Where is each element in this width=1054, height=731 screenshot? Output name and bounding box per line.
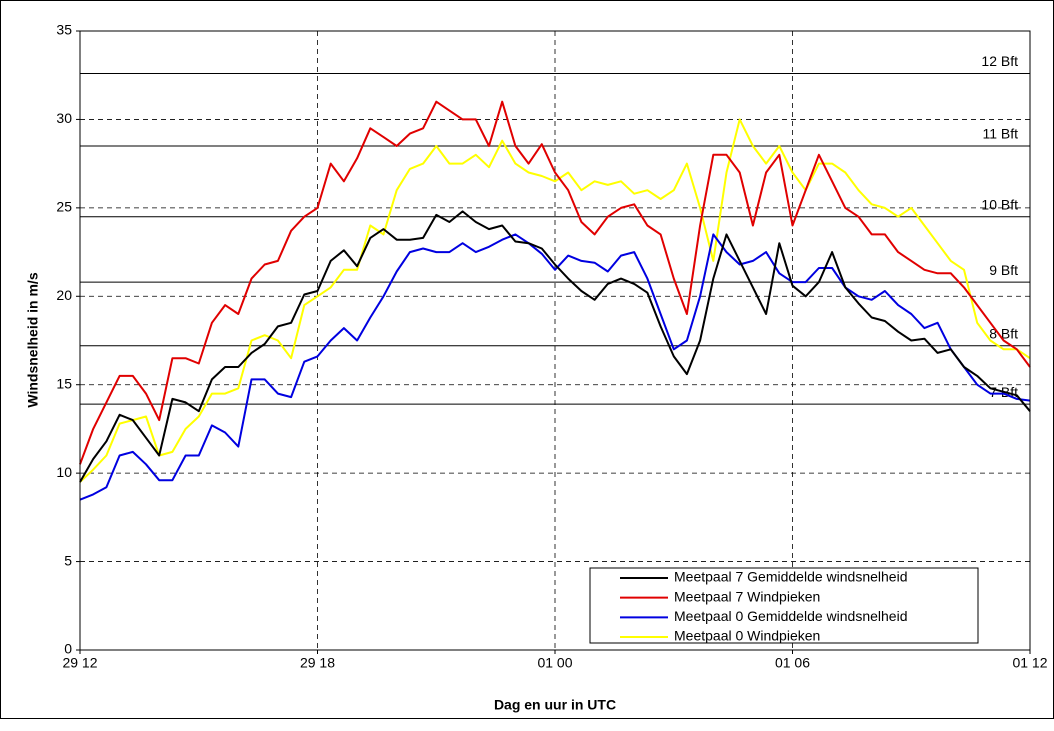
y-tick-label: 5 [64,552,72,568]
x-tick-label: 01 06 [775,655,810,671]
y-tick-label: 25 [56,199,72,215]
legend-label: Meetpaal 0 Windpieken [674,628,820,644]
y-tick-label: 10 [56,464,72,480]
series-line [79,210,1031,483]
x-axis-title: Dag en uur in UTC [494,697,616,713]
x-tick-label: 29 12 [62,655,97,671]
bft-label: 9 Bft [989,262,1018,278]
legend-label: Meetpaal 7 Gemiddelde windsnelheid [674,569,907,585]
bft-label: 10 Bft [981,196,1018,212]
y-tick-label: 20 [56,287,72,303]
legend-label: Meetpaal 0 Gemiddelde windsnelheid [674,608,907,624]
plot-border [79,30,1031,651]
y-axis-title: Windsnelheid in m/s [25,272,41,407]
y-tick-label: 15 [56,375,72,391]
series-line [79,118,1031,483]
bft-label: 12 Bft [981,53,1018,69]
legend-label: Meetpaal 7 Windpieken [674,588,820,604]
y-tick-label: 0 [64,641,72,657]
legend-box [589,567,979,644]
y-tick-label: 35 [56,22,72,38]
series-line [79,233,1031,501]
x-tick-label: 01 12 [1012,655,1047,671]
y-tick-label: 30 [56,110,72,126]
x-tick-label: 29 18 [300,655,335,671]
series-line [79,100,1031,465]
bft-label: 11 Bft [982,126,1018,142]
x-tick-label: 01 00 [537,655,572,671]
legend: Meetpaal 7 Gemiddelde windsnelheid Meetpa… [589,567,979,644]
